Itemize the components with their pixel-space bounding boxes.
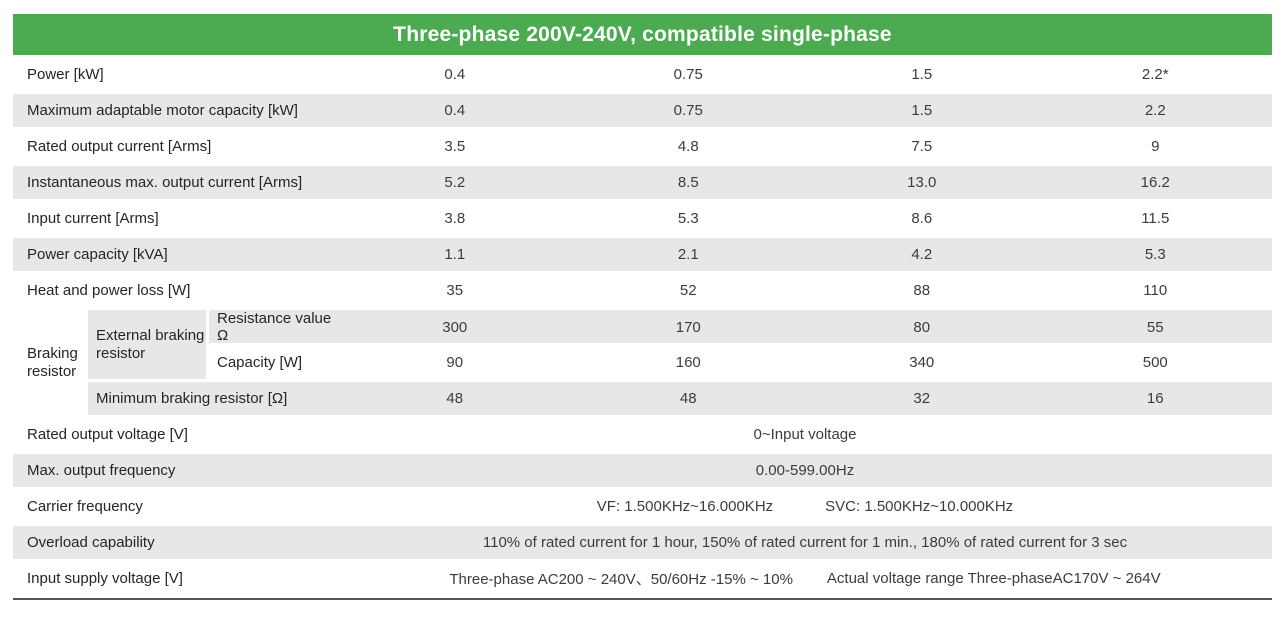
spec-value: 32 (913, 390, 931, 407)
spec-value: 13.0 (907, 174, 937, 191)
spec-value: 5.3 (677, 210, 699, 227)
spec-value: 16 (1146, 390, 1164, 407)
spec-value: 2.2* (1141, 66, 1169, 83)
spec-value-group: Three-phase AC200 ~ 240V、50/60Hz -15% ~ … (338, 568, 1272, 589)
spec-value: 170 (675, 318, 701, 336)
row-label: Input supply voltage [V] (27, 570, 183, 587)
spec-value: 5.2 (444, 174, 466, 191)
braking-resistor-section: Braking resistor External braking resist… (13, 310, 1272, 415)
row-power-capacity: Power capacity [kVA] 1.1 2.1 4.2 5.3 (13, 238, 1272, 271)
spec-value: 9 (1151, 138, 1160, 155)
spec-value: 52 (679, 282, 697, 299)
carrier-frequency-vf: VF: 1.500KHz~16.000KHz (596, 498, 774, 515)
row-label: Power [kW] (27, 66, 104, 83)
row-label: Rated output current [Arms] (27, 138, 212, 155)
row-minimum-braking-resistor: Minimum braking resistor [Ω] 48 48 32 16 (88, 382, 1272, 415)
spec-value: 55 (1146, 318, 1164, 336)
row-power: Power [kW] 0.4 0.75 1.5 2.2* (13, 58, 1272, 91)
spec-value: 300 (442, 318, 468, 336)
spec-value: 0~Input voltage (753, 426, 857, 443)
spec-value: 110 (1143, 282, 1168, 299)
spec-value: 2.1 (677, 246, 699, 263)
row-label: Minimum braking resistor [Ω] (96, 390, 288, 407)
row-instantaneous-max-current: Instantaneous max. output current [Arms]… (13, 166, 1272, 199)
input-supply-actual: Actual voltage range Three-phaseAC170V ~… (826, 570, 1161, 587)
row-heat-power-loss: Heat and power loss [W] 35 52 88 110 (13, 274, 1272, 307)
spec-value: 0.75 (673, 102, 703, 119)
row-resistance-value: Resistance value Ω 300 170 80 55 (209, 310, 1272, 344)
row-label: Heat and power loss [W] (27, 282, 191, 299)
spec-value: 4.8 (677, 138, 699, 155)
spec-value: 0.4 (444, 102, 466, 119)
table-title: Three-phase 200V-240V, compatible single… (393, 22, 892, 46)
spec-value: 5.3 (1144, 246, 1166, 263)
row-label: Capacity [W] (217, 354, 303, 371)
spec-value: 4.2 (911, 246, 933, 263)
spec-value: 35 (446, 282, 464, 299)
input-supply-range: Three-phase AC200 ~ 240V、50/60Hz -15% ~ … (449, 571, 793, 588)
spec-value: 110% of rated current for 1 hour, 150% o… (482, 534, 1128, 551)
external-braking-block: External braking resistor Resistance val… (88, 310, 1272, 379)
row-input-supply-voltage: Input supply voltage [V] Three-phase AC2… (13, 562, 1272, 595)
row-label: Rated output voltage [V] (27, 426, 188, 443)
spec-value: 48 (446, 390, 464, 407)
row-max-output-frequency: Max. output frequency 0.00-599.00Hz (13, 454, 1272, 487)
spec-value: 340 (909, 354, 935, 371)
row-max-motor-capacity: Maximum adaptable motor capacity [kW] 0.… (13, 94, 1272, 127)
spec-value: 0.75 (673, 66, 703, 83)
braking-resistor-group-label: Braking resistor (27, 345, 78, 380)
spec-table: Three-phase 200V-240V, compatible single… (13, 14, 1272, 600)
row-rated-output-current: Rated output current [Arms] 3.5 4.8 7.5 … (13, 130, 1272, 163)
row-rated-output-voltage: Rated output voltage [V] 0~Input voltage (13, 418, 1272, 451)
spec-value: 7.5 (911, 138, 933, 155)
spec-value: 48 (679, 390, 697, 407)
row-label: Overload capability (27, 534, 155, 551)
external-braking-label: External braking resistor (88, 310, 206, 379)
row-label: Input current [Arms] (27, 210, 159, 227)
row-label: Max. output frequency (27, 462, 176, 479)
spec-value: 88 (913, 282, 931, 299)
row-label: Power capacity [kVA] (27, 246, 168, 263)
row-label: Carrier frequency (27, 498, 143, 515)
spec-value: 1.5 (911, 102, 933, 119)
row-capacity: Capacity [W] 90 160 340 500 (209, 346, 1272, 379)
spec-value: 80 (913, 318, 931, 336)
spec-value: 8.6 (911, 210, 933, 227)
spec-value: 1.5 (911, 66, 933, 83)
spec-value: 3.8 (444, 210, 466, 227)
spec-value: 16.2 (1140, 174, 1170, 191)
row-label: Maximum adaptable motor capacity [kW] (27, 102, 298, 119)
spec-value: 3.5 (444, 138, 466, 155)
spec-value: 8.5 (677, 174, 699, 191)
row-input-current: Input current [Arms] 3.8 5.3 8.6 11.5 (13, 202, 1272, 235)
spec-value: 0.4 (444, 66, 466, 83)
spec-value: 0.00-599.00Hz (755, 462, 855, 479)
spec-value: 90 (446, 354, 464, 371)
carrier-frequency-svc: SVC: 1.500KHz~10.000KHz (825, 498, 1014, 515)
spec-value: 2.2 (1144, 102, 1166, 119)
spec-value-group: VF: 1.500KHz~16.000KHz SVC: 1.500KHz~10.… (338, 498, 1272, 515)
row-label: Resistance value Ω (217, 310, 332, 344)
row-carrier-frequency: Carrier frequency VF: 1.500KHz~16.000KHz… (13, 490, 1272, 523)
row-overload-capability: Overload capability 110% of rated curren… (13, 526, 1272, 559)
spec-value: 11.5 (1141, 210, 1170, 227)
table-header: Three-phase 200V-240V, compatible single… (13, 14, 1272, 55)
spec-value: 500 (1142, 354, 1168, 371)
row-label: Instantaneous max. output current [Arms] (27, 174, 303, 191)
table-bottom-border (13, 598, 1272, 600)
spec-value: 1.1 (444, 246, 466, 263)
spec-value: 160 (675, 354, 701, 371)
